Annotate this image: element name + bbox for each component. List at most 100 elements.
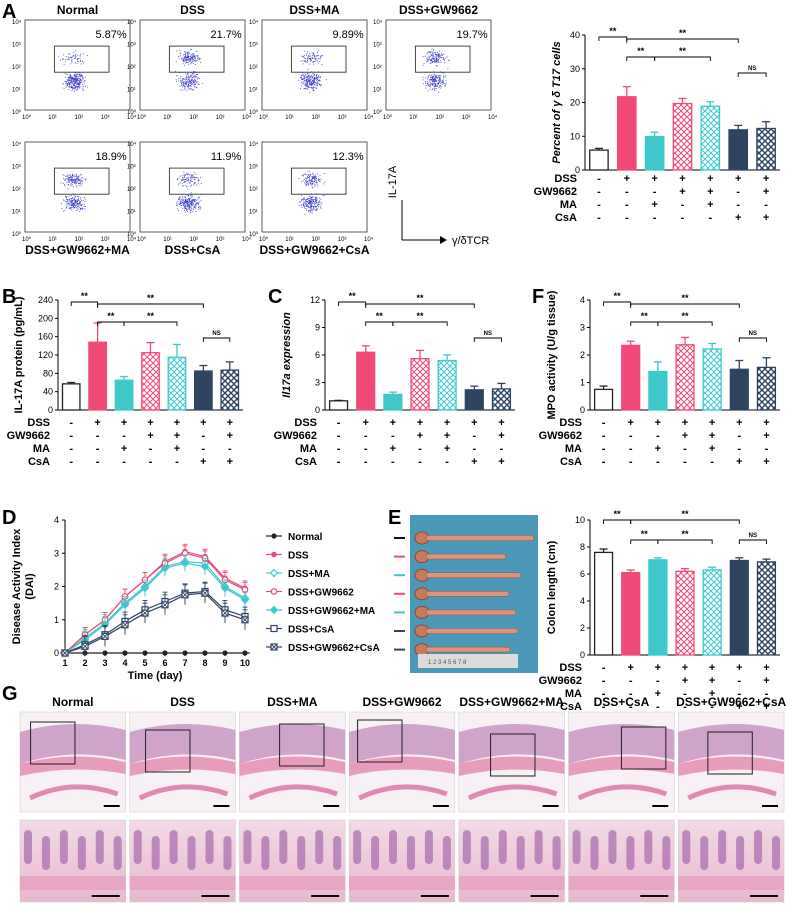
zoom-box <box>620 726 667 770</box>
treatment-symbol: + <box>390 443 396 455</box>
bar-dss <box>88 341 108 411</box>
zoom-box <box>707 731 753 775</box>
flow-x-tick: 10⁴ <box>488 114 498 121</box>
treatment-symbol: + <box>709 417 715 429</box>
treatment-symbol: + <box>709 662 715 674</box>
flow-gate-box <box>53 45 110 73</box>
y-axis-label: Il17a expression <box>281 312 293 398</box>
zoom-box <box>357 719 403 763</box>
treatment-symbol: - <box>602 456 606 468</box>
series-line <box>64 552 246 654</box>
flow-gate-box <box>168 45 225 73</box>
lower-wall <box>577 784 668 801</box>
treatment-symbol: - <box>122 430 126 442</box>
crypt <box>590 836 599 870</box>
colon-strip <box>425 590 510 597</box>
bar-normal <box>328 400 349 411</box>
crypt <box>41 836 50 870</box>
series-dss-gw9662-csa: DSS+GW9662+CsA <box>61 582 380 657</box>
histology-column: DSS+CsA <box>568 695 675 903</box>
treatment-row-label: DSS <box>559 662 582 674</box>
point-normal <box>182 650 188 656</box>
treatment-row-label: CsA <box>560 456 582 468</box>
point-dss-gw9662-csa-x <box>81 643 89 650</box>
y-tick-label: 3 <box>54 548 59 558</box>
bar-normal <box>593 551 614 656</box>
legend-label: DSS+GW9662 <box>288 588 354 599</box>
crypt <box>552 836 561 870</box>
flow-y-tick: 10³ <box>12 43 21 49</box>
significance-stars: ** <box>681 293 689 303</box>
point-dss-gw9662-csa-x <box>101 633 109 640</box>
treatment-symbol: - <box>602 688 606 700</box>
submucosa <box>239 876 346 890</box>
treatment-symbol: - <box>656 456 660 468</box>
treatment-row-label: CsA <box>28 456 50 468</box>
crypt <box>480 836 489 870</box>
treatment-symbol: - <box>597 199 601 211</box>
muscle-layer <box>458 756 565 776</box>
crypt <box>77 836 86 870</box>
crypt <box>279 830 288 864</box>
bar-chart-b: 0 40 80 120 160 200 240 IL-17A protein (pg/mL) *… <box>7 291 243 468</box>
flow-y-tick: 10¹ <box>373 88 382 94</box>
bar-dss-gw9662 <box>410 358 430 411</box>
flow-dot-cloud <box>422 48 450 93</box>
mucosa-layer <box>239 723 346 764</box>
flow-x-tick: 10² <box>75 115 84 121</box>
bar-dss-csa <box>729 368 749 411</box>
bar-dss-gw9662-ma <box>702 348 722 411</box>
histology-title: Normal <box>52 695 93 709</box>
colon-strip <box>425 535 535 541</box>
significance-bracket <box>630 321 659 326</box>
flow-x-tick: 10² <box>312 115 321 121</box>
point-dss-gw9662-csa-x <box>161 601 169 609</box>
point-dss-ma <box>269 568 279 578</box>
treatment-row-label: DSS <box>554 173 577 185</box>
treatment-symbol: - <box>472 430 476 442</box>
flow-panel: 5.87% 10⁰ 10¹ 10² 10³ 10⁴ 10⁴ 10³ 10² 10¹ 10⁰ Norma… <box>12 3 137 121</box>
significance-stars: ** <box>147 293 155 303</box>
histology-panels: Normal DSS DSS+MA DSS+GW9662 DSS+GW9662+MA DS… <box>19 695 786 903</box>
treatment-symbol: - <box>629 688 633 700</box>
treatment-row-label: GW9662 <box>539 430 582 442</box>
treatment-symbol: - <box>202 443 206 455</box>
x-tick-label: 5 <box>142 658 147 668</box>
treatment-symbol: - <box>629 701 633 713</box>
flow-plot-frame <box>261 141 368 233</box>
bar-dss-gw9662-ma <box>700 105 721 171</box>
histology-title: DSS <box>170 695 195 709</box>
treatment-symbol: - <box>418 456 422 468</box>
series-line <box>64 550 246 654</box>
treatment-symbol: + <box>763 456 769 468</box>
flow-y-tick: 10¹ <box>249 88 258 94</box>
treatment-symbol: + <box>655 417 661 429</box>
flow-plot-frame <box>139 19 246 111</box>
significance-stars: ** <box>641 529 649 539</box>
point-normal <box>102 650 108 656</box>
treatment-symbol: + <box>655 662 661 674</box>
significance-stars: ** <box>641 311 649 321</box>
panel-letter-c: C <box>268 286 282 308</box>
bar-dss-gw9662 <box>672 102 693 171</box>
treatment-symbol: - <box>602 675 606 687</box>
bar-dss-gw9662 <box>675 570 695 656</box>
treatment-symbol: + <box>390 417 396 429</box>
significance-stars: ** <box>614 509 622 519</box>
flow-x-tick: 10⁴ <box>364 114 374 121</box>
treatment-symbol: - <box>656 430 660 442</box>
ns-label: NS <box>212 331 220 337</box>
treatment-symbol: - <box>653 186 657 198</box>
significance-stars: ** <box>416 293 424 303</box>
flow-plot-frame <box>24 19 131 111</box>
y-axis-label: IL-17A protein (pg/mL) <box>13 296 25 413</box>
histology-column: DSS+GW9662 <box>348 695 456 903</box>
treatment-symbol: + <box>707 199 713 211</box>
y-tick-label: 0 <box>575 165 580 175</box>
treatment-symbol: - <box>683 688 687 700</box>
treatment-symbol: + <box>763 186 769 198</box>
treatment-row-label: DSS <box>27 417 50 429</box>
histology-column: DSS+MA <box>239 695 346 903</box>
treatment-symbol: + <box>736 456 742 468</box>
x-tick-label: 10 <box>240 658 250 668</box>
